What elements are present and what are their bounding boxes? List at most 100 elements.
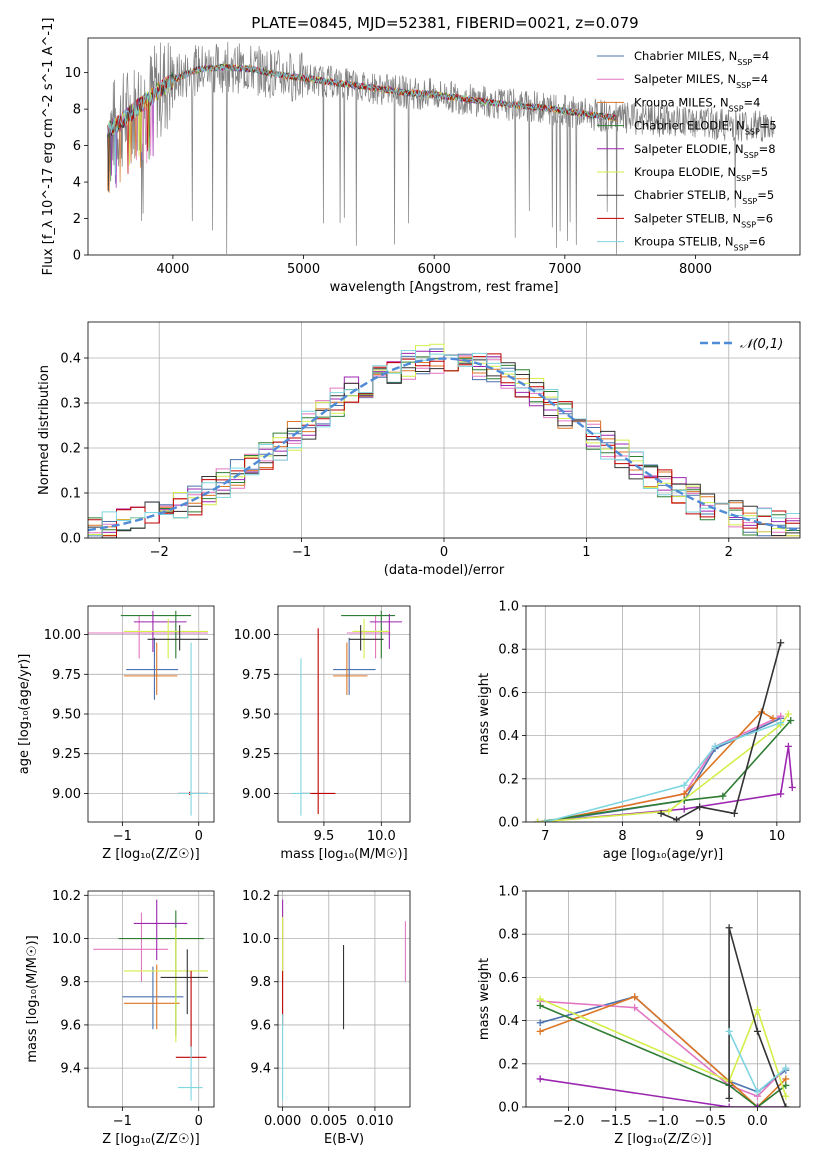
y-tick-label: 9.00 <box>242 787 271 802</box>
weight-marker <box>725 1103 733 1107</box>
weight-marker <box>725 1094 733 1102</box>
weight-marker <box>753 1027 761 1035</box>
observed-spectrum <box>107 41 775 255</box>
legend-label: Kroupa MILES, NSSP=4 <box>634 95 760 113</box>
weight-marker <box>784 742 792 750</box>
legend-label: Chabrier ELODIE, NSSP=5 <box>634 119 777 137</box>
weight-marker <box>782 1075 790 1083</box>
x-axis-label: Z [log₁₀(Z/Z☉)] <box>102 847 199 862</box>
weight-marker <box>753 1103 761 1107</box>
weight-marker <box>719 792 727 800</box>
weight-marker <box>536 1027 544 1035</box>
x-tick-label: 2 <box>725 545 733 560</box>
legend-label: Salpeter STELIB, NSSP=6 <box>634 211 773 229</box>
weight-vs-metallicity-panel: −2.0 −1.5 −1.0 −0.5 0.0 0.0 0.2 0.4 0.6 0.8 1.0 Z [… <box>477 885 801 1147</box>
y-tick-label: 10.0 <box>52 932 81 947</box>
residuals-panel: −2 −1 0 1 2 0.0 0.1 0.2 0.3 0.4 (data-model)/error… <box>37 321 801 578</box>
x-tick-label: 10.0 <box>367 829 396 844</box>
x-axis-label: wavelength [Angstrom, rest frame] <box>330 280 559 295</box>
x-tick-label: −0.5 <box>694 1114 726 1129</box>
weight-marker <box>536 995 544 1003</box>
y-tick-label: 10 <box>64 66 81 81</box>
weight-marker <box>753 1088 761 1096</box>
weight-marker <box>777 790 785 798</box>
y-axis-label: Flux [f_λ 10^-17 erg cm^-2 s^-1 A^-1] <box>41 18 56 276</box>
y-tick-label: 10.0 <box>242 932 271 947</box>
y-tick-label: 9.4 <box>60 1062 81 1077</box>
axes-frame <box>87 890 215 1108</box>
y-tick-label: 1.0 <box>498 600 519 615</box>
weight-line <box>545 715 782 822</box>
legend-label: Chabrier MILES, NSSP=4 <box>634 49 769 67</box>
x-axis-label: Z [log₁₀(Z/Z☉)] <box>102 1132 199 1147</box>
x-tick-label: 0 <box>195 1114 203 1129</box>
weight-line <box>537 719 792 822</box>
weight-marker <box>782 1081 790 1089</box>
x-tick-label: −1 <box>113 1114 132 1129</box>
x-tick-label: −2.0 <box>553 1114 585 1129</box>
weight-line <box>539 998 787 1097</box>
axes-frame <box>525 605 801 823</box>
y-tick-label: 6 <box>73 139 81 154</box>
weight-marker <box>541 818 549 822</box>
y-tick-label: 0.0 <box>60 532 81 547</box>
x-tick-label: 0.0 <box>747 1114 768 1129</box>
weight-marker <box>536 1001 544 1009</box>
x-tick-label: 1 <box>582 545 590 560</box>
y-tick-label: 9.8 <box>60 975 81 990</box>
weight-marker <box>657 809 665 817</box>
y-tick-label: 0.2 <box>498 772 519 787</box>
y-tick-label: 9.25 <box>52 747 81 762</box>
weight-marker <box>680 805 688 813</box>
weight-line <box>660 642 782 821</box>
x-tick-label: −1 <box>292 545 311 560</box>
weight-line <box>537 746 794 822</box>
legend-label: Salpeter MILES, NSSP=4 <box>634 72 768 90</box>
x-tick-label: 0 <box>440 545 448 560</box>
weight-marker <box>777 639 785 647</box>
y-tick-label: 9.50 <box>242 708 271 723</box>
residual-histogram <box>88 350 800 537</box>
weight-marker <box>631 1004 639 1012</box>
axes-frame <box>525 890 801 1108</box>
x-tick-label: −1.0 <box>647 1114 679 1129</box>
age-vs-metallicity-panel: −1 0 9.00 9.25 9.50 9.75 10.00 Z [log₁₀(Z/Z☉)] a… <box>17 605 215 862</box>
axes-frame <box>87 605 215 823</box>
weight-marker <box>631 993 639 1001</box>
x-tick-label: 10 <box>769 829 786 844</box>
x-tick-label: 0 <box>195 829 203 844</box>
weight-line <box>539 1004 787 1107</box>
weight-marker <box>725 1027 733 1035</box>
y-tick-label: 9.8 <box>250 975 271 990</box>
weight-line <box>545 721 781 822</box>
weight-marker <box>777 712 785 720</box>
y-tick-label: 9.75 <box>242 668 271 683</box>
y-axis-label: mass weight <box>477 958 492 1040</box>
y-tick-label: 0.6 <box>498 686 519 701</box>
axes-frame <box>87 321 801 539</box>
x-tick-label: −1.5 <box>600 1114 632 1129</box>
mass-vs-metallicity-panel: −1 0 9.4 9.6 9.8 10.0 10.2 Z [log₁₀(Z/Z☉)] mass … <box>25 889 215 1147</box>
y-tick-label: 0.2 <box>60 442 81 457</box>
chart-title: PLATE=0845, MJD=52381, FIBERID=0021, z=0… <box>251 14 638 32</box>
x-tick-label: 5000 <box>287 262 320 277</box>
y-tick-label: 0.1 <box>60 487 81 502</box>
x-tick-label: 0.010 <box>356 1114 393 1129</box>
weight-marker <box>680 781 688 789</box>
weight-marker <box>680 790 688 798</box>
legend-label: Kroupa STELIB, NSSP=6 <box>634 235 765 253</box>
x-tick-label: 8000 <box>679 262 712 277</box>
legend-label: Salpeter ELODIE, NSSP=8 <box>634 142 776 160</box>
y-tick-label: 9.6 <box>250 1018 271 1033</box>
normal-distribution-curve <box>88 357 800 532</box>
weight-marker <box>725 924 733 932</box>
weight-marker <box>534 818 542 822</box>
age-vs-mass-panel: 9.5 10.0 9.00 9.25 9.50 9.75 10.00 mass [log₁₀(… <box>234 605 411 862</box>
weight-vs-age-panel: 7 8 9 10 0.0 0.2 0.4 0.6 0.8 1.0 age [log₁₀(age/yr… <box>477 600 801 862</box>
x-tick-label: 8 <box>618 829 626 844</box>
y-tick-label: 9.50 <box>52 708 81 723</box>
weight-line <box>728 927 787 1107</box>
y-axis-label: mass weight <box>477 673 492 755</box>
x-axis-label: mass [log₁₀(M/M☉)] <box>280 847 407 862</box>
